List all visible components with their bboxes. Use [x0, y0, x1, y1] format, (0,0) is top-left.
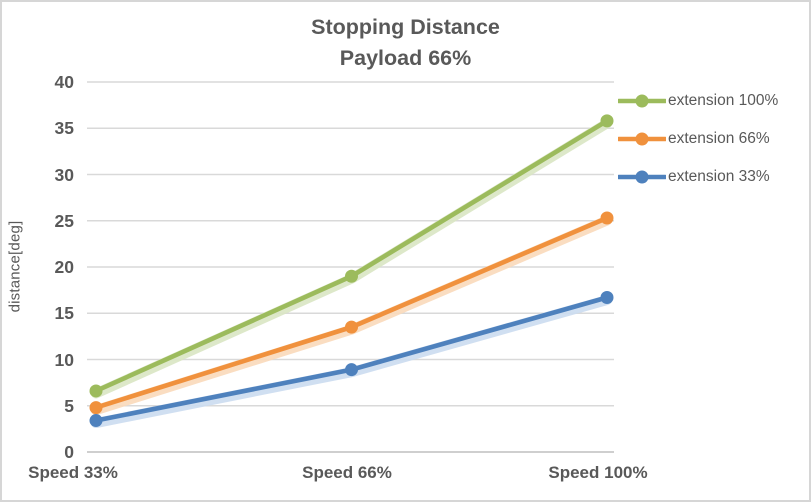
y-tick-label: 35: [54, 118, 74, 139]
data-point-marker-extension-66-: [600, 211, 614, 225]
data-point-marker-extension-66-: [345, 320, 358, 334]
data-point-marker-extension-33-: [345, 363, 358, 377]
y-tick-label: 15: [54, 303, 74, 324]
data-point-marker-extension-66-: [89, 401, 103, 415]
legend-line-marker-icon: [618, 170, 666, 184]
legend-item-extension-100-: extension 100%: [618, 90, 778, 112]
legend-line-marker-icon: [618, 132, 666, 146]
legend: extension 100% extension 66% extension 33%: [618, 90, 778, 188]
y-tick-label: 30: [54, 164, 74, 185]
chart-title-block: Stopping Distance Payload 66%: [2, 12, 809, 74]
y-tick-label: 10: [54, 349, 74, 370]
series-extension-33-: [89, 291, 614, 429]
series-extension-66-: [89, 211, 614, 416]
y-tick-label: 0: [64, 442, 74, 462]
data-point-marker-extension-100-: [89, 384, 103, 398]
x-axis-label: Speed 100%: [548, 463, 648, 482]
chart-title: Stopping Distance: [311, 15, 500, 39]
x-axis-label: Speed 66%: [302, 463, 392, 482]
x-axis-label: Speed 33%: [28, 463, 118, 482]
y-tick-label: 5: [64, 395, 74, 416]
legend-label: extension 100%: [668, 92, 779, 109]
legend-item-extension-66-: extension 66%: [618, 128, 778, 150]
y-tick-label: 40: [54, 72, 74, 92]
legend-line-marker-icon: [618, 94, 666, 108]
legend-label: extension 66%: [668, 130, 770, 147]
legend-label: extension 33%: [668, 168, 770, 185]
gridlines: [87, 81, 614, 453]
y-tick-label: 20: [54, 257, 74, 277]
data-point-marker-extension-33-: [89, 414, 103, 428]
y-tick-label: 25: [54, 210, 74, 231]
data-point-marker-extension-100-: [600, 114, 614, 128]
chart-subtitle: Payload 66%: [339, 46, 472, 70]
legend-item-extension-33-: extension 33%: [618, 166, 778, 188]
series-extension-100-: [89, 114, 614, 399]
data-point-marker-extension-100-: [345, 269, 358, 283]
data-point-marker-extension-33-: [600, 291, 614, 305]
